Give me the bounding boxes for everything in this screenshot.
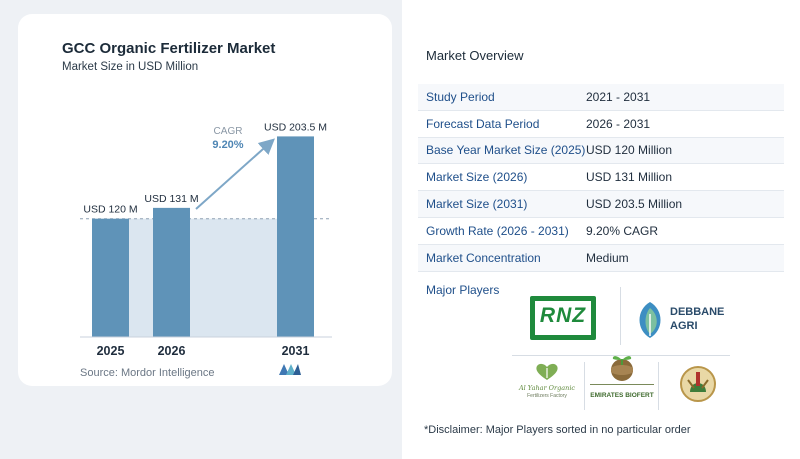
x-tick-label: 2025	[97, 344, 125, 358]
overview-table: Study Period 2021 - 2031 Forecast Data Pe…	[418, 84, 784, 272]
cagr-value: 9.20%	[212, 139, 243, 151]
logo-grid-divider	[512, 355, 730, 356]
emirates-logo-text: EMIRATES BIOFERT	[590, 392, 654, 399]
major-players-title: Major Players	[426, 283, 500, 297]
chart-title: GCC Organic Fertilizer Market	[62, 40, 276, 57]
overview-value: 9.20% CAGR	[586, 223, 659, 238]
sprout-globe-icon	[611, 356, 633, 381]
rnz-logo: RNZ	[530, 296, 596, 340]
bar-2025	[92, 218, 129, 337]
overview-value: USD 203.5 Million	[586, 197, 683, 212]
data-label: USD 120 M	[83, 204, 137, 216]
overview-key: Market Concentration	[426, 250, 541, 265]
overview-card	[402, 0, 800, 459]
bar-chart: USD 120 M 2025 USD 131 M 2026 USD 203.5 M 203…	[80, 121, 332, 358]
bar-2031	[277, 136, 314, 337]
overview-key: Market Size (2026)	[426, 170, 528, 185]
overview-row: Market Concentration Medium	[418, 244, 784, 272]
data-label: USD 203.5 M	[264, 121, 327, 133]
x-tick-label: 2031	[282, 344, 310, 358]
cagr-arrow	[195, 138, 275, 210]
al-yahar-logo-line1: Al Yahar Organic	[518, 384, 576, 392]
overview-row: Market Size (2026) USD 131 Million	[418, 164, 784, 192]
overview-value: 2021 - 2031	[586, 89, 651, 104]
source-text: Source: Mordor Intelligence	[80, 367, 215, 379]
overview-row: Base Year Market Size (2025) USD 120 Mill…	[418, 137, 784, 165]
overview-key: Base Year Market Size (2025)	[426, 143, 586, 158]
rnz-logo-text: RNZ	[539, 304, 587, 327]
overview-row: Market Size (2031) USD 203.5 Million	[418, 191, 784, 218]
cagr-label: CAGR	[214, 126, 243, 137]
debbane-agri-logo: DEBBANE AGRI	[634, 298, 744, 342]
emblem-icon	[680, 366, 716, 402]
mordor-intelligence-logo	[278, 362, 302, 381]
overview-value: USD 131 Million	[586, 170, 673, 185]
debbane-logo-line2: AGRI	[670, 320, 698, 332]
overview-row: Study Period 2021 - 2031	[418, 84, 784, 111]
debbane-logo-line1: DEBBANE	[670, 306, 725, 318]
al-yahar-logo: Al Yahar Organic Fertilizers Factory	[514, 362, 580, 408]
rnz-logo-inner	[535, 301, 591, 335]
disclaimer-text: *Disclaimer: Major Players sorted in no …	[424, 424, 691, 436]
overview-key: Market Size (2031)	[426, 197, 528, 212]
data-label: USD 131 M	[144, 193, 198, 205]
emirates-logo-arabic-line	[590, 384, 654, 390]
emirates-biofert-logo: EMIRATES BIOFERT	[590, 350, 654, 410]
bar-2026	[153, 207, 190, 337]
x-tick-label: 2026	[158, 344, 186, 358]
overview-value: 2026 - 2031	[586, 116, 651, 131]
ministry-emblem-logo	[676, 360, 720, 406]
overview-row: Growth Rate (2026 - 2031) 9.20% CAGR	[418, 218, 784, 245]
overview-row: Forecast Data Period 2026 - 2031	[418, 111, 784, 138]
heart-leaf-icon	[536, 363, 558, 380]
overview-value: USD 120 Million	[586, 143, 673, 158]
logo-grid-divider	[620, 287, 621, 345]
al-yahar-logo-line2: Fertilizers Factory	[527, 393, 567, 399]
debbane-leaf-icon	[639, 302, 661, 338]
overview-title: Market Overview	[426, 48, 524, 63]
logo-grid-divider	[658, 362, 659, 410]
overview-key: Growth Rate (2026 - 2031)	[426, 223, 569, 238]
overview-key: Study Period	[426, 89, 495, 104]
overview-value: Medium	[586, 250, 629, 265]
overview-key: Forecast Data Period	[426, 116, 540, 131]
logo-grid-divider	[584, 362, 585, 410]
chart-subtitle: Market Size in USD Million	[62, 61, 199, 73]
